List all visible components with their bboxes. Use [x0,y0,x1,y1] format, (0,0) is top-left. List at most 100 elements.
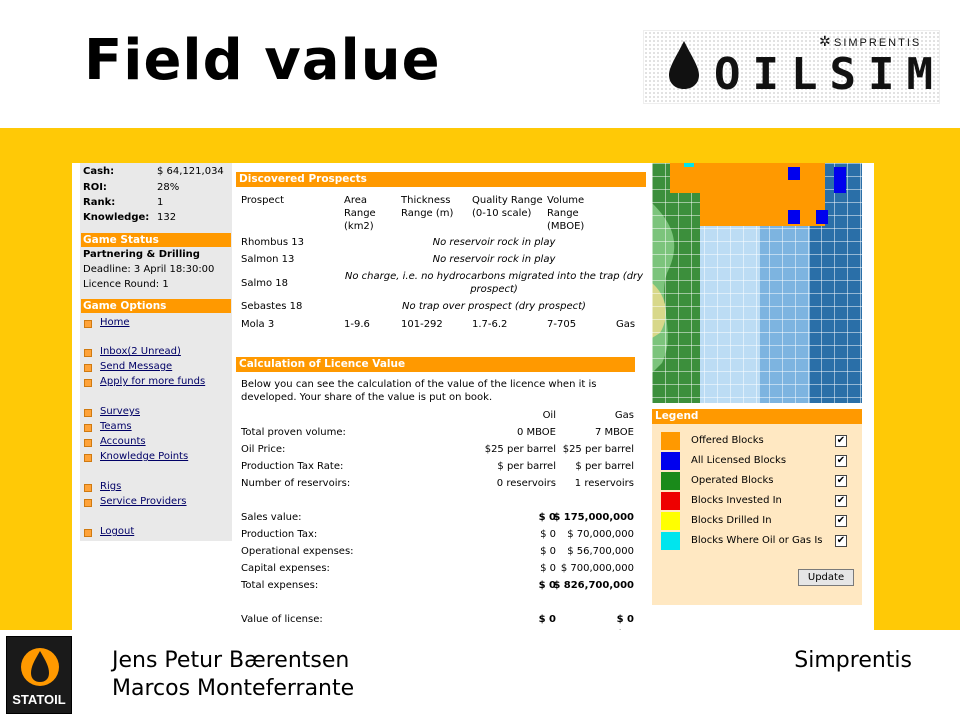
update-button[interactable]: Update [798,569,854,586]
legend-row-operated: Operated Blocks ✔ [661,472,851,490]
row-gas: $ 175,000,000 [553,512,634,523]
author-1: Jens Petur Bærentsen [112,648,350,673]
col-prospect: Prospect [241,195,284,206]
legend-label: Blocks Where Oil or Gas Is [691,535,823,546]
menu-link[interactable]: Accounts [100,436,146,447]
block-map[interactable] [652,163,862,403]
menu-link[interactable]: Inbox(2 Unread) [100,346,181,357]
legend-checkbox[interactable]: ✔ [835,455,847,467]
menu-link[interactable]: Logout [100,526,135,537]
right-panel: Legend Offered Blocks ✔ All Licensed Blo… [652,163,862,630]
menu-link[interactable]: Surveys [100,406,140,417]
legend-checkbox[interactable]: ✔ [835,515,847,527]
prospect-name: Salmo 18 [241,278,289,289]
licence-round: Licence Round: 1 [83,279,169,290]
row-label: Total expenses: [241,580,319,591]
legend-checkbox[interactable]: ✔ [835,535,847,547]
row-oil: $ 0 [538,512,556,523]
oilsim-app: Cash: $ 64,121,034 ROI: 28% Rank: 1 Know… [72,163,874,630]
bullet-icon [84,454,92,462]
licence-intro-2: developed. Your share of the value is pu… [241,392,493,403]
legend-header: Legend [652,409,862,424]
game-deadline: Deadline: 3 April 18:30:00 [83,264,215,275]
col-quality-1: Quality Range [472,195,543,206]
row-oil: $ 0 [540,563,556,574]
statoil-logo: STATOIL [6,636,72,714]
stat-label: ROI: [83,182,107,193]
menu-link[interactable]: Home [100,317,130,328]
prospect-thickness: 101-292 [401,319,443,330]
bullet-icon [84,320,92,328]
bullet-icon [84,424,92,432]
company-name: Simprentis [794,648,912,673]
prospect-note-line2: prospect) [470,284,518,295]
menu-link[interactable]: Rigs [100,481,122,492]
game-status-header: Game Status [81,233,231,247]
row-label: Value of license: [241,614,323,625]
menu-link[interactable]: Knowledge Points [100,451,189,462]
legend-checkbox[interactable]: ✔ [835,435,847,447]
row-label: Total proven volume: [241,427,346,438]
menu-link[interactable]: Send Message [100,361,173,372]
row-oil: $ 0 [540,546,556,557]
col-gas: Gas [614,410,634,421]
legend-swatch [661,472,680,490]
col-thickness-2: Range (m) [401,208,454,219]
bullet-icon [84,364,92,372]
stat-value: 1 [157,197,164,208]
legend-row-drilled: Blocks Drilled In ✔ [661,512,851,530]
col-oil: Oil [542,410,556,421]
statoil-flame-icon [21,648,59,686]
row-oil: $25 per barrel [484,444,556,455]
stat-value: $ 64,121,034 [157,166,224,177]
menu-link[interactable]: Apply for more funds [100,376,206,387]
row-gas: $25 per barrel [562,444,634,455]
app-screenshot: Cash: $ 64,121,034 ROI: 28% Rank: 1 Know… [72,163,874,630]
row-label: Capital expenses: [241,563,330,574]
row-gas: 7 MBOE [594,427,634,438]
row-gas: $ 0 [616,614,634,625]
prospect-note-line1: No charge, i.e. no hydrocarbons migrated… [344,271,644,282]
logo-small-text: SIMPRENTIS [834,37,922,49]
bullet-icon [84,439,92,447]
row-label: Production Tax Rate: [241,461,344,472]
grand-total: $ 0 [526,629,634,630]
row-label: Oil Price: [241,444,286,455]
prospect-name: Mola 3 [241,319,275,330]
prospect-note: No reservoir rock in play [432,237,556,248]
legend-label: Blocks Drilled In [691,515,772,526]
stat-label: Cash: [83,166,115,177]
legend-swatch [661,532,680,550]
bullet-icon [84,409,92,417]
legend-panel: Legend Offered Blocks ✔ All Licensed Blo… [652,409,862,605]
legend-label: Operated Blocks [691,475,774,486]
menu-link[interactable]: Teams [100,421,132,432]
row-oil: 0 reservoirs [496,478,556,489]
footer [0,630,960,720]
col-volume-1: Volume [547,195,585,206]
legend-checkbox[interactable]: ✔ [835,495,847,507]
slide-title: Field value [84,28,441,93]
game-phase: Partnering & Drilling [83,249,200,260]
row-oil: 0 MBOE [516,427,556,438]
row-label: Sales value: [241,512,302,523]
bullet-icon [84,529,92,537]
prospect-quality: 1.7-6.2 [472,319,508,330]
row-oil: $ 0 [538,614,556,625]
legend-swatch [661,432,680,450]
sidebar: Cash: $ 64,121,034 ROI: 28% Rank: 1 Know… [80,163,232,541]
row-oil: $ 0 [540,529,556,540]
legend-swatch [661,452,680,470]
col-area-1: Area [344,195,368,206]
stat-cash: Cash: $ 64,121,034 [83,166,233,182]
col-volume-2: Range [547,208,579,219]
oil-drop-icon [669,41,699,89]
legend-checkbox[interactable]: ✔ [835,475,847,487]
menu-link[interactable]: Service Providers [100,496,187,507]
col-quality-2: (0-10 scale) [472,208,532,219]
prospect-volume: 7-705 [547,319,577,330]
row-label: Number of reservoirs: [241,478,351,489]
main-content: Discovered Prospects Prospect Area Range… [236,163,648,630]
row-oil: $ 0 [538,580,556,591]
discovered-prospects-header: Discovered Prospects [236,172,646,187]
